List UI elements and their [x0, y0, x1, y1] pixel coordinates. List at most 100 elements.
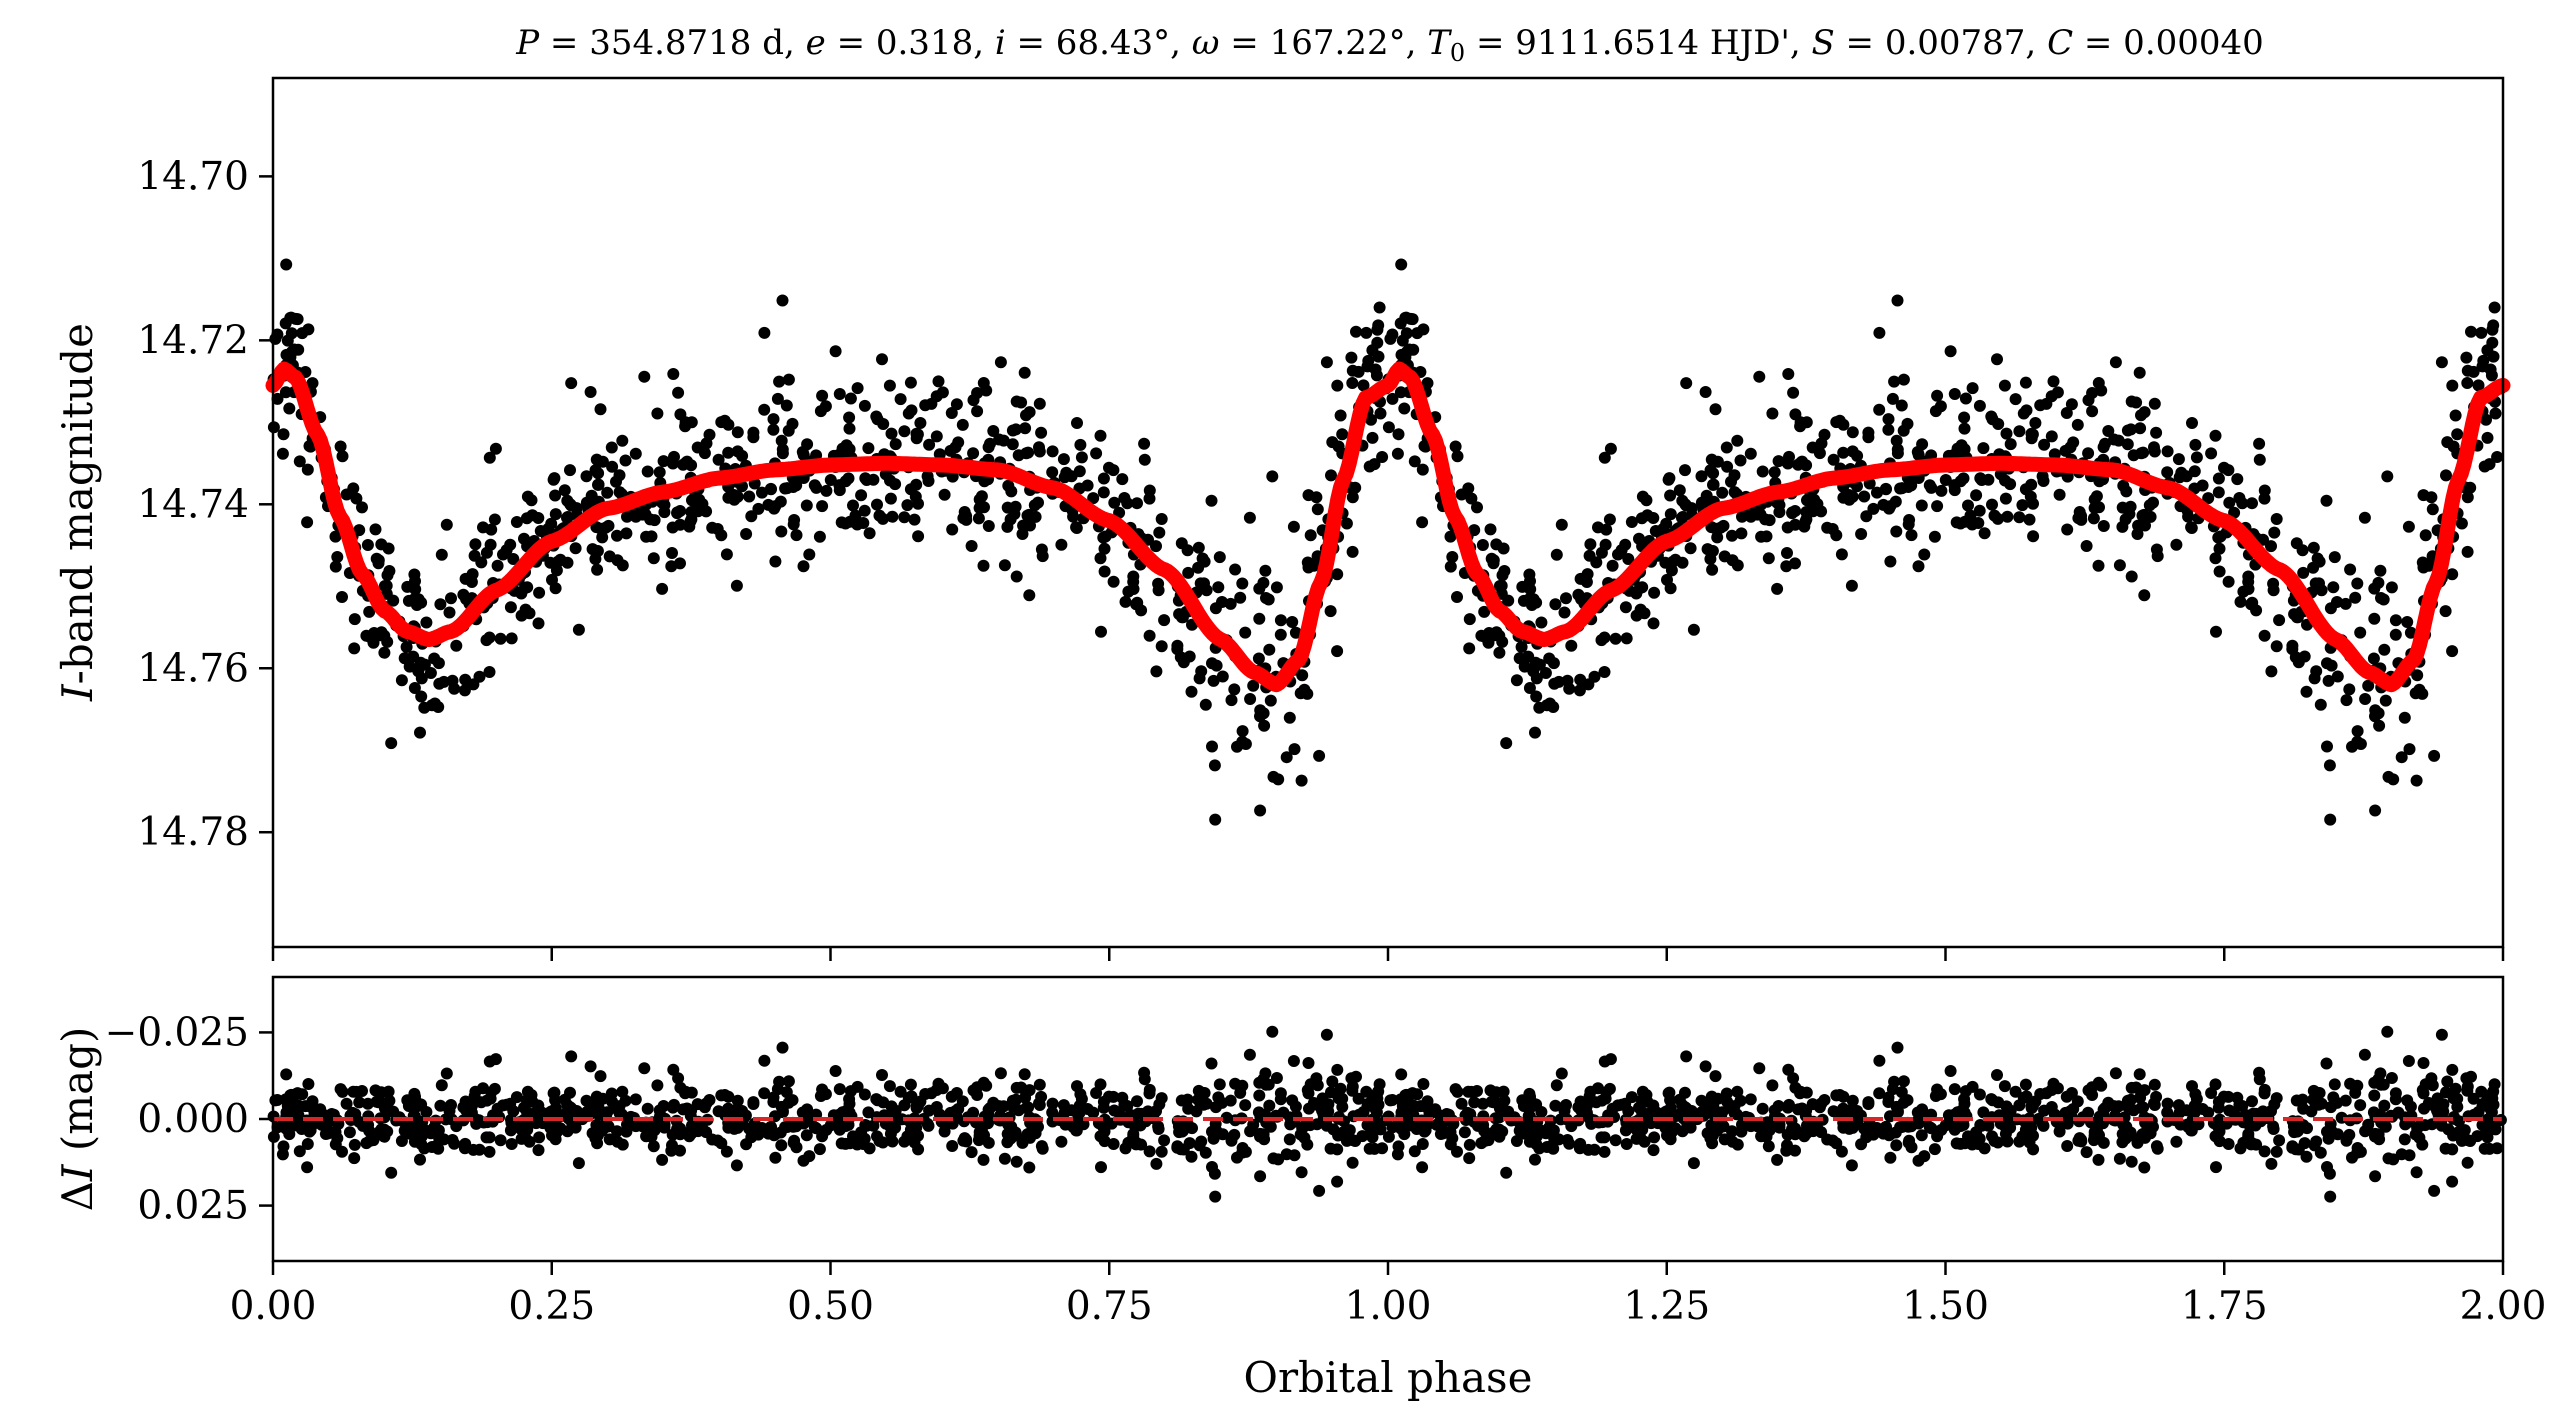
observation-point — [1966, 382, 1979, 395]
observation-point — [477, 521, 489, 534]
residual-point — [1763, 1124, 1776, 1137]
residual-point — [819, 1088, 832, 1101]
residual-point — [938, 1125, 951, 1138]
residual-point — [775, 1139, 788, 1152]
residual-point — [1035, 1090, 1048, 1103]
residual-point — [2416, 1138, 2429, 1151]
observation-point — [1417, 323, 1430, 336]
observation-point — [613, 469, 626, 482]
observation-point — [2048, 448, 2061, 461]
residual-point — [1463, 1152, 1476, 1165]
observation-point — [775, 434, 788, 447]
residual-point — [302, 1078, 315, 1090]
observation-point — [445, 592, 457, 605]
residual-point — [1731, 1085, 1744, 1098]
observation-point — [1916, 438, 1929, 451]
observation-point — [1867, 502, 1880, 515]
observation-point — [908, 513, 921, 526]
residual-point — [1395, 1068, 1408, 1081]
residual-point — [1484, 1084, 1497, 1097]
residual-point — [1620, 1138, 1633, 1150]
residual-point — [1270, 1072, 1283, 1084]
residual-point — [1087, 1106, 1100, 1119]
observation-point — [1716, 486, 1729, 499]
residual-point — [1604, 1053, 1617, 1066]
title-part: = 9111.6514 HJD', — [1465, 23, 1811, 63]
residual-point — [1267, 1152, 1280, 1165]
observation-point — [747, 431, 760, 444]
observation-point — [1099, 530, 1112, 543]
residual-point — [2324, 1190, 2337, 1203]
observation-point — [2258, 492, 2271, 505]
observation-point — [2320, 494, 2333, 507]
observation-point — [1548, 677, 1561, 690]
observation-point — [285, 327, 298, 340]
observation-point — [1973, 504, 1986, 517]
observation-point — [1873, 403, 1886, 416]
residual-point — [2321, 1161, 2333, 1173]
observation-point — [1484, 523, 1497, 536]
residual-point — [1477, 1119, 1490, 1131]
light-curve-panel: 14.70 14.72 14.74 14.76 14.78 I-band magnitu… — [53, 76, 2511, 961]
residual-point — [2398, 1133, 2411, 1146]
observation-point — [2202, 492, 2215, 505]
observation-point — [2389, 614, 2402, 627]
observation-point — [2480, 413, 2492, 426]
top-panel-ticks: 14.70 14.72 14.74 14.76 14.78 — [137, 154, 2505, 961]
residual-point — [301, 1161, 314, 1174]
residual-point — [2133, 1068, 2146, 1081]
observation-point — [2481, 431, 2494, 444]
residual-point — [2082, 1084, 2095, 1097]
observation-point — [619, 454, 632, 467]
observation-point — [1258, 719, 1271, 732]
observation-point — [1728, 469, 1741, 482]
residual-point — [1386, 1094, 1399, 1106]
residual-point — [1964, 1134, 1977, 1147]
residual-point — [1171, 1115, 1184, 1128]
residual-point — [331, 1132, 344, 1145]
observation-point — [1032, 496, 1044, 509]
residual-point — [1998, 1080, 2011, 1093]
residual-point — [904, 1078, 917, 1091]
observation-point — [1005, 485, 1018, 498]
residual-point — [2209, 1078, 2222, 1091]
residual-point — [1599, 1092, 1612, 1105]
residual-point — [475, 1096, 488, 1109]
observation-point — [1925, 481, 1938, 494]
observation-point — [1584, 538, 1597, 551]
observation-point — [2209, 552, 2222, 565]
residual-point — [731, 1094, 744, 1107]
observation-point — [1004, 513, 1017, 526]
observation-point — [350, 492, 363, 505]
observation-point — [1478, 630, 1491, 643]
residual-point — [2475, 1085, 2488, 1098]
residual-point — [1035, 1140, 1048, 1153]
observation-point — [2234, 595, 2247, 608]
observation-point — [816, 500, 829, 513]
residual-point — [1023, 1084, 1036, 1097]
observation-point — [1444, 560, 1457, 573]
residual-point — [2222, 1138, 2235, 1150]
observation-point — [1143, 492, 1156, 505]
observation-point — [1977, 442, 1990, 455]
observation-point — [653, 466, 666, 479]
residual-point — [648, 1124, 661, 1137]
observation-point — [1206, 740, 1218, 753]
observation-point — [933, 448, 946, 461]
residual-point — [1374, 1118, 1386, 1131]
residual-point — [722, 1090, 735, 1103]
observation-point — [606, 460, 619, 473]
observation-point — [534, 525, 547, 537]
residual-point — [674, 1081, 687, 1094]
observation-point — [883, 379, 896, 392]
residual-point — [1295, 1166, 1308, 1179]
observation-point — [776, 443, 789, 456]
observation-point — [2322, 674, 2335, 687]
residual-point — [2109, 1067, 2122, 1080]
residual-point — [2092, 1076, 2105, 1089]
residual-point — [1234, 1086, 1247, 1099]
observation-point — [2223, 496, 2236, 509]
observation-point — [1270, 581, 1283, 594]
observation-point — [403, 660, 416, 673]
residual-point — [2013, 1099, 2026, 1112]
